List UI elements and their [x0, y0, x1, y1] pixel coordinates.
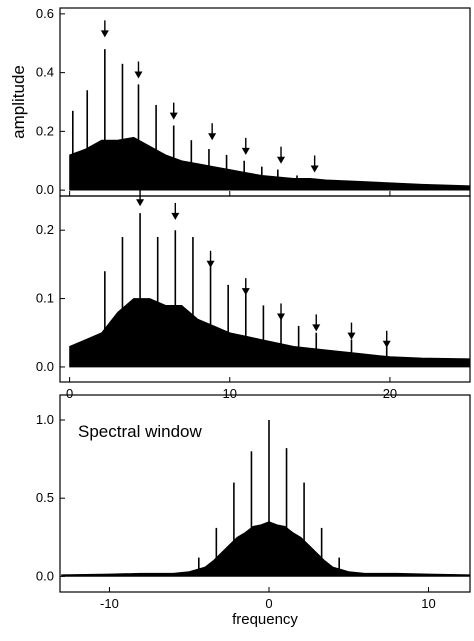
- arrow: [347, 322, 356, 340]
- y-tick-label: 0.1: [36, 291, 54, 306]
- spectrum-area: [61, 521, 471, 577]
- arrow: [169, 102, 178, 120]
- arrow: [136, 189, 145, 207]
- x-tick-label: 0: [265, 596, 272, 611]
- arrow: [171, 202, 180, 220]
- arrow-head: [136, 199, 145, 207]
- panel-frame: [59, 394, 471, 593]
- arrow: [241, 278, 250, 296]
- y-tick-label: 0.5: [36, 490, 54, 505]
- arrow-head: [100, 30, 109, 38]
- arrow-head: [134, 71, 143, 79]
- arrow: [277, 303, 286, 321]
- arrow-head: [382, 340, 391, 348]
- arrow-head: [347, 332, 356, 340]
- arrow-head: [277, 156, 286, 164]
- arrow-head: [171, 212, 180, 220]
- y-tick-label: 1.0: [36, 412, 54, 427]
- y-axis-label: amplitude: [9, 65, 28, 139]
- arrow-head: [241, 147, 250, 155]
- x-tick-label: -10: [100, 596, 119, 611]
- y-tick-label: 0.0: [36, 182, 54, 197]
- y-tick-label: 0.4: [36, 65, 54, 80]
- arrow: [382, 330, 391, 348]
- x-tick-label: 20: [383, 386, 397, 401]
- arrow-head: [169, 112, 178, 120]
- arrow: [241, 137, 250, 155]
- arrow: [277, 146, 286, 164]
- arrow: [206, 250, 215, 268]
- y-tick-label: 0.2: [36, 123, 54, 138]
- arrow: [310, 155, 319, 173]
- panel-frame: [59, 195, 471, 383]
- y-tick-label: 0.0: [36, 568, 54, 583]
- arrow-head: [241, 288, 250, 296]
- spectrum-area: [69, 298, 471, 368]
- arrow-head: [206, 260, 215, 268]
- y-tick-label: 0.2: [36, 222, 54, 237]
- arrow: [208, 123, 217, 141]
- annotation: Spectral window: [78, 422, 203, 441]
- x-tick-label: 10: [223, 386, 237, 401]
- spectrum-area: [69, 136, 471, 191]
- x-tick-label: 0: [66, 386, 73, 401]
- arrow-head: [208, 133, 217, 141]
- arrow-head: [312, 324, 321, 332]
- y-tick-label: 0.0: [36, 359, 54, 374]
- x-tick-label: 10: [421, 596, 435, 611]
- arrow-head: [277, 313, 286, 321]
- y-tick-label: 0.6: [36, 6, 54, 21]
- arrow: [134, 61, 143, 79]
- x-axis-label: frequency: [232, 611, 298, 628]
- arrow: [312, 314, 321, 332]
- arrow-head: [310, 165, 319, 173]
- arrow: [100, 20, 109, 38]
